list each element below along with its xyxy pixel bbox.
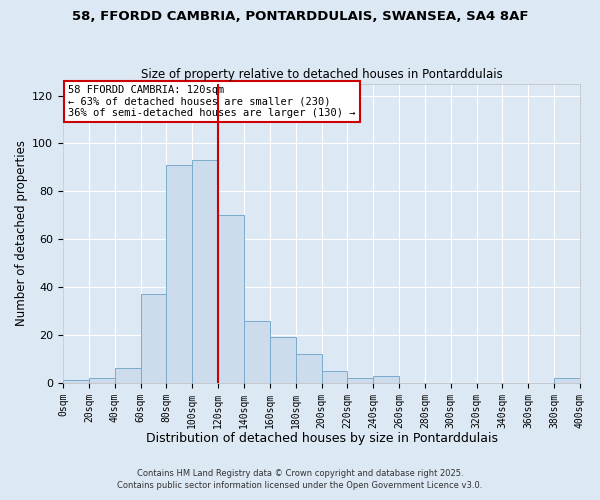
Text: Contains HM Land Registry data © Crown copyright and database right 2025.
Contai: Contains HM Land Registry data © Crown c… — [118, 468, 482, 490]
Bar — [270, 338, 296, 383]
Y-axis label: Number of detached properties: Number of detached properties — [15, 140, 28, 326]
Bar — [192, 160, 218, 383]
Bar — [89, 378, 115, 383]
Bar — [296, 354, 322, 383]
X-axis label: Distribution of detached houses by size in Pontarddulais: Distribution of detached houses by size … — [146, 432, 497, 445]
Bar — [63, 380, 89, 383]
Bar — [347, 378, 373, 383]
Text: 58 FFORDD CAMBRIA: 120sqm
← 63% of detached houses are smaller (230)
36% of semi: 58 FFORDD CAMBRIA: 120sqm ← 63% of detac… — [68, 85, 356, 118]
Bar — [244, 320, 270, 383]
Text: 58, FFORDD CAMBRIA, PONTARDDULAIS, SWANSEA, SA4 8AF: 58, FFORDD CAMBRIA, PONTARDDULAIS, SWANS… — [72, 10, 528, 23]
Bar — [140, 294, 166, 383]
Title: Size of property relative to detached houses in Pontarddulais: Size of property relative to detached ho… — [140, 68, 502, 81]
Bar — [373, 376, 399, 383]
Bar — [115, 368, 140, 383]
Bar — [218, 215, 244, 383]
Bar — [166, 165, 192, 383]
Bar — [554, 378, 580, 383]
Bar — [322, 371, 347, 383]
